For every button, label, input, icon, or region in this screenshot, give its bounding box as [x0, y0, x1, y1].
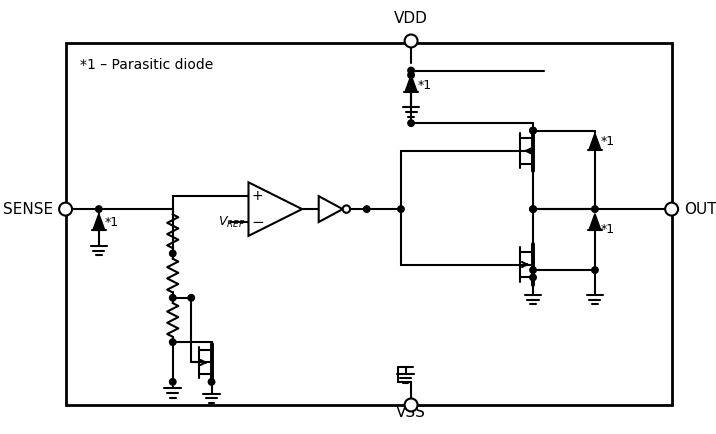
Circle shape — [530, 274, 536, 281]
Text: VSS: VSS — [396, 405, 426, 420]
Circle shape — [188, 295, 195, 301]
Circle shape — [405, 398, 417, 411]
Circle shape — [591, 267, 598, 273]
Circle shape — [408, 67, 415, 74]
Text: *1 – Parasitic diode: *1 – Parasitic diode — [80, 58, 213, 72]
FancyBboxPatch shape — [66, 43, 672, 405]
Circle shape — [408, 120, 415, 126]
Polygon shape — [93, 214, 105, 230]
Polygon shape — [319, 196, 343, 222]
Circle shape — [530, 127, 536, 134]
Circle shape — [170, 295, 176, 301]
Text: SENSE: SENSE — [3, 202, 53, 217]
Circle shape — [170, 378, 176, 385]
Circle shape — [665, 203, 678, 216]
Text: *1: *1 — [601, 135, 614, 148]
Circle shape — [408, 72, 415, 79]
Circle shape — [343, 205, 350, 213]
Text: −: − — [251, 214, 264, 230]
Polygon shape — [405, 75, 417, 92]
Circle shape — [59, 203, 72, 216]
Polygon shape — [589, 214, 601, 230]
Text: *1: *1 — [601, 223, 614, 236]
Circle shape — [405, 34, 417, 47]
Text: OUT: OUT — [684, 202, 716, 217]
Circle shape — [397, 206, 404, 212]
Circle shape — [170, 250, 176, 256]
Text: *1: *1 — [417, 79, 432, 92]
Text: +: + — [252, 189, 263, 203]
Circle shape — [530, 127, 536, 134]
Circle shape — [530, 206, 536, 212]
Circle shape — [96, 206, 102, 212]
Circle shape — [591, 206, 598, 212]
Polygon shape — [248, 182, 302, 236]
Circle shape — [364, 206, 370, 212]
Circle shape — [530, 267, 536, 273]
Circle shape — [530, 206, 536, 212]
Text: VDD: VDD — [394, 11, 428, 26]
Polygon shape — [589, 133, 601, 150]
Circle shape — [170, 339, 176, 345]
Text: $V_{REF}$: $V_{REF}$ — [218, 214, 245, 230]
Circle shape — [208, 378, 215, 385]
Text: *1: *1 — [105, 216, 119, 229]
